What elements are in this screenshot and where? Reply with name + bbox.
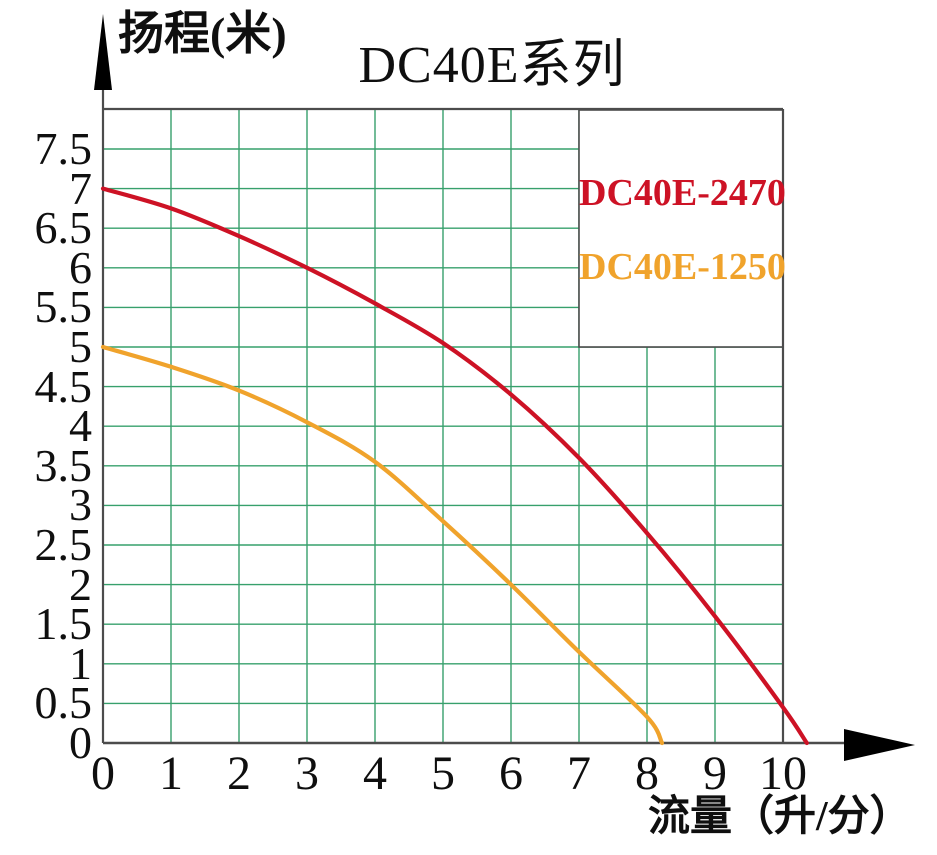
- x-tick-label-4: 4: [363, 747, 387, 800]
- y-tick-label-6: 6: [69, 241, 92, 293]
- y-tick-label-3.5: 3.5: [34, 439, 93, 491]
- x-axis-arrow: [844, 729, 915, 761]
- x-tick-label-5: 5: [431, 747, 455, 800]
- x-tick-label-3: 3: [295, 747, 319, 800]
- x-tick-label-8: 8: [635, 747, 659, 800]
- x-tick-label-7: 7: [567, 747, 591, 800]
- y-tick-label-5.5: 5.5: [34, 281, 93, 333]
- y-tick-label-2.5: 2.5: [34, 519, 93, 570]
- y-tick-label-6.5: 6.5: [34, 202, 93, 254]
- x-tick-label-0: 0: [91, 747, 115, 800]
- y-tick-label-4.5: 4.5: [34, 360, 93, 412]
- legend-item-dc40e-1250: DC40E-1250: [579, 246, 786, 288]
- y-tick-label-7: 7: [69, 162, 92, 214]
- y-axis-title: 扬程(米): [118, 8, 287, 59]
- y-tick-label-0: 0: [69, 717, 92, 768]
- curve-dc40e-1250: [100, 344, 665, 746]
- x-tick-label-9: 9: [703, 747, 727, 800]
- y-tick-label-4: 4: [69, 400, 92, 452]
- legend-box: [578, 109, 784, 348]
- y-tick-label-0.5: 0.5: [34, 677, 93, 729]
- legend-item-dc40e-2470: DC40E-2470: [579, 172, 786, 214]
- y-tick-label-7.5: 7.5: [34, 123, 93, 174]
- x-tick-label-2: 2: [227, 747, 251, 800]
- curve-dc40e-2470: [100, 186, 809, 746]
- y-tick-label-3: 3: [69, 479, 92, 531]
- x-tick-label-10: 10: [759, 747, 807, 800]
- y-axis-arrow: [94, 14, 112, 90]
- y-tick-label-5: 5: [69, 321, 92, 372]
- y-tick-label-1: 1: [69, 637, 92, 689]
- y-tick-label-2: 2: [69, 558, 92, 610]
- x-axis-title: 流量（升/分）: [648, 794, 912, 840]
- x-tick-label-6: 6: [499, 747, 523, 800]
- chart-title: DC40E系列: [358, 37, 626, 94]
- y-tick-label-1.5: 1.5: [34, 598, 93, 650]
- x-tick-label-1: 1: [159, 747, 183, 800]
